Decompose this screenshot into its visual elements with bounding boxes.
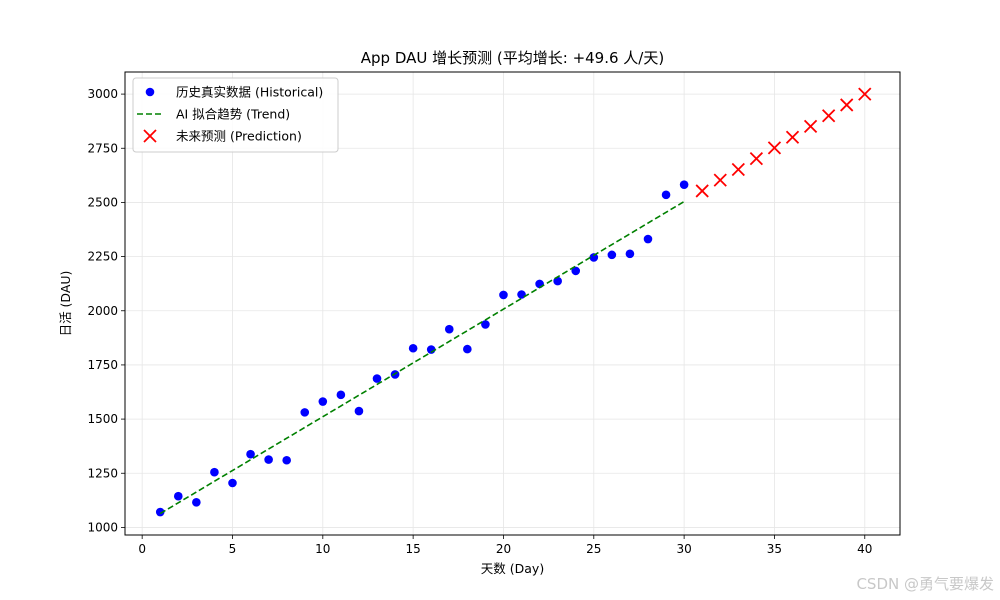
- trend-line: [159, 200, 685, 515]
- chart-title: App DAU 增长预测 (平均增长: +49.6 人/天): [361, 49, 664, 67]
- historical-point: [643, 234, 653, 244]
- historical-point: [571, 266, 581, 276]
- historical-point: [444, 324, 454, 334]
- historical-point: [173, 491, 183, 501]
- prediction-point: [731, 162, 745, 177]
- legend: 历史真实数据 (Historical) AI 拟合趋势 (Trend) 未来预测 (…: [132, 77, 339, 153]
- y-tick-label: 1000: [87, 520, 118, 534]
- grid: [125, 72, 900, 535]
- prediction-point: [840, 98, 854, 112]
- historical-point: [155, 507, 165, 517]
- x-tick-label: 5: [229, 542, 237, 556]
- y-axis-label: 日活 (DAU): [58, 271, 73, 337]
- historical-point: [481, 320, 490, 329]
- prediction-point: [713, 173, 727, 187]
- plot-area: [155, 87, 872, 517]
- x-marker-stroke: [840, 98, 854, 112]
- prediction-point: [749, 152, 764, 166]
- x-marker-stroke: [695, 184, 709, 198]
- x-tick-label: 25: [586, 542, 601, 556]
- historical-point: [354, 406, 364, 416]
- y-tick-label: 3000: [87, 87, 118, 101]
- x-marker-stroke: [713, 173, 727, 187]
- historical-point: [463, 344, 472, 354]
- historical-point: [661, 190, 671, 200]
- y-tick-label: 1750: [87, 358, 118, 372]
- historical-point: [318, 397, 328, 406]
- historical-point: [499, 290, 508, 300]
- historical-point: [246, 449, 255, 459]
- prediction-point: [767, 141, 782, 155]
- y-tick-label: 2750: [87, 141, 118, 155]
- x-tick-label: 15: [406, 542, 421, 556]
- axis-ticks: 0 5 10 15 20 25 30 35 40 1000 1250 1500 1750 2000 2250…: [87, 87, 872, 556]
- x-marker-stroke: [785, 130, 800, 144]
- historical-point: [336, 390, 346, 400]
- x-marker-stroke: [767, 141, 782, 155]
- legend-historical-swatch: [145, 87, 155, 97]
- prediction-point: [858, 87, 872, 101]
- y-tick-label: 2000: [87, 304, 118, 318]
- y-tick-label: 2250: [87, 250, 118, 264]
- y-tick-label: 1250: [87, 466, 118, 480]
- legend-label: 未来预测 (Prediction): [176, 129, 302, 144]
- historical-point: [625, 249, 635, 259]
- axes-frame: [124, 71, 901, 536]
- y-tick-label: 2500: [87, 195, 118, 209]
- historical-point: [679, 180, 689, 189]
- historical-point: [264, 455, 273, 464]
- y-tick-label: 1500: [87, 412, 118, 426]
- x-marker-stroke: [803, 119, 818, 134]
- historical-point: [589, 253, 599, 262]
- prediction-point: [695, 184, 709, 198]
- prediction-point: [822, 109, 836, 123]
- legend-box: [132, 77, 339, 153]
- x-tick-label: 30: [676, 542, 691, 556]
- x-marker-stroke: [858, 87, 872, 101]
- x-tick-label: 40: [857, 542, 872, 556]
- legend-prediction-swatch: [143, 129, 157, 143]
- x-tick-label: 35: [767, 542, 782, 556]
- historical-point: [372, 374, 382, 383]
- x-marker-stroke: [822, 109, 836, 123]
- prediction-point: [803, 119, 818, 134]
- watermark: CSDN @勇气要爆发: [856, 575, 994, 593]
- historical-point: [282, 455, 291, 465]
- historical-point: [607, 250, 617, 260]
- legend-label: 历史真实数据 (Historical): [176, 85, 323, 100]
- x-tick-label: 10: [315, 542, 330, 556]
- x-tick-label: 20: [496, 542, 511, 556]
- historical-point: [300, 408, 310, 417]
- x-tick-label: 0: [138, 542, 146, 556]
- historical-point: [228, 478, 237, 488]
- x-marker-stroke: [143, 129, 157, 143]
- x-axis-label: 天数 (Day): [481, 561, 544, 576]
- historical-point: [408, 343, 418, 353]
- historical-point: [210, 467, 219, 477]
- x-marker-stroke: [749, 152, 764, 166]
- historical-point: [192, 497, 201, 507]
- legend-label: AI 拟合趋势 (Trend): [176, 107, 290, 122]
- prediction-point: [785, 130, 800, 144]
- x-marker-stroke: [731, 162, 745, 177]
